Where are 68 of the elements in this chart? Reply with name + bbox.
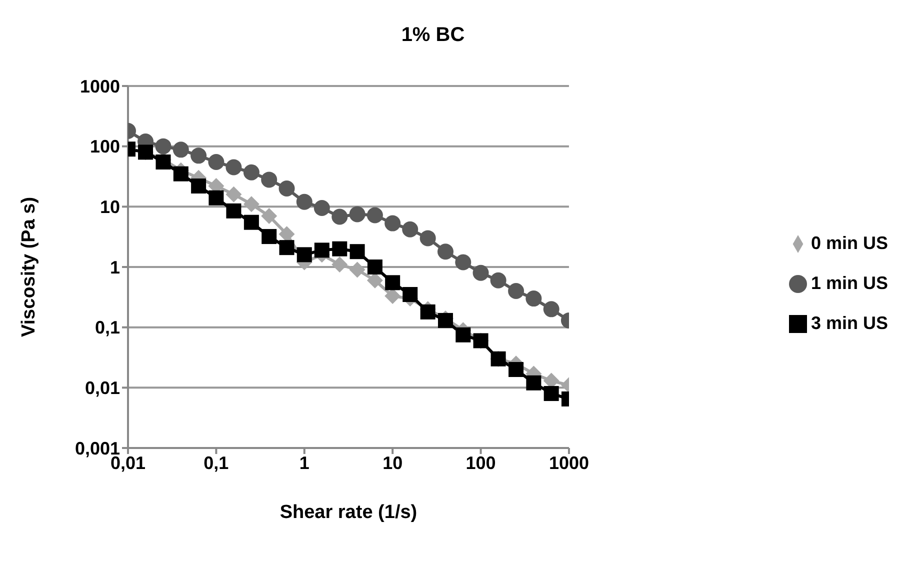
point	[278, 226, 295, 242]
point	[332, 256, 348, 273]
point	[243, 164, 260, 180]
point	[366, 207, 383, 224]
point	[420, 230, 436, 246]
legend-label: 0 min US	[810, 233, 888, 253]
point	[349, 262, 366, 278]
legend-label: 3 min US	[810, 313, 888, 333]
point	[172, 142, 189, 158]
point	[261, 172, 278, 188]
point	[384, 288, 401, 304]
point	[367, 260, 382, 274]
point	[437, 244, 454, 260]
point	[173, 166, 188, 182]
point	[208, 154, 224, 170]
point	[402, 221, 418, 238]
y-tick-label: 1	[110, 257, 120, 278]
point	[332, 208, 348, 225]
x-tick-label: 0,1	[204, 452, 229, 473]
y-tick-label: 10	[100, 197, 120, 218]
point	[244, 214, 259, 230]
point	[226, 186, 242, 202]
point	[191, 178, 206, 194]
point	[402, 287, 418, 302]
point	[314, 242, 330, 258]
x-tick-label: 1	[299, 452, 310, 473]
x-tick-label: 10	[382, 452, 403, 473]
legend-label: 1 min US	[810, 273, 888, 293]
point	[190, 148, 207, 164]
point	[332, 241, 348, 256]
point	[262, 229, 277, 244]
y-tick-label: 100	[90, 136, 120, 157]
x-axis-title: Shear rate (1/s)	[280, 502, 418, 523]
point	[472, 264, 489, 281]
y-tick-label: 0,1	[94, 318, 120, 338]
point	[526, 290, 542, 307]
point	[314, 200, 330, 216]
point	[490, 272, 506, 288]
y-tick-label: 0,001	[74, 438, 120, 458]
point	[526, 375, 542, 390]
point	[243, 196, 260, 212]
point	[226, 203, 242, 218]
point	[278, 180, 295, 197]
point	[544, 386, 559, 402]
point	[420, 304, 436, 320]
point	[296, 194, 312, 210]
point	[385, 275, 400, 290]
point	[455, 254, 472, 270]
point	[155, 138, 172, 154]
y-tick-label: 1000	[80, 76, 120, 96]
point	[508, 283, 524, 300]
point	[384, 215, 401, 232]
x-tick-label: 1000	[548, 452, 589, 473]
point	[350, 244, 365, 260]
point	[279, 240, 294, 256]
point	[156, 154, 171, 170]
point	[296, 247, 312, 262]
point	[261, 208, 278, 224]
x-tick-label: 100	[466, 452, 496, 473]
y-tick-label: 0,01	[84, 378, 120, 398]
point	[543, 301, 560, 318]
chart-title: 1% BC	[400, 24, 466, 47]
point	[508, 362, 524, 378]
point	[456, 327, 471, 342]
y-axis-title: Viscosity (Pa s)	[18, 196, 40, 338]
point	[226, 159, 242, 176]
point	[349, 206, 366, 222]
point	[208, 190, 224, 206]
